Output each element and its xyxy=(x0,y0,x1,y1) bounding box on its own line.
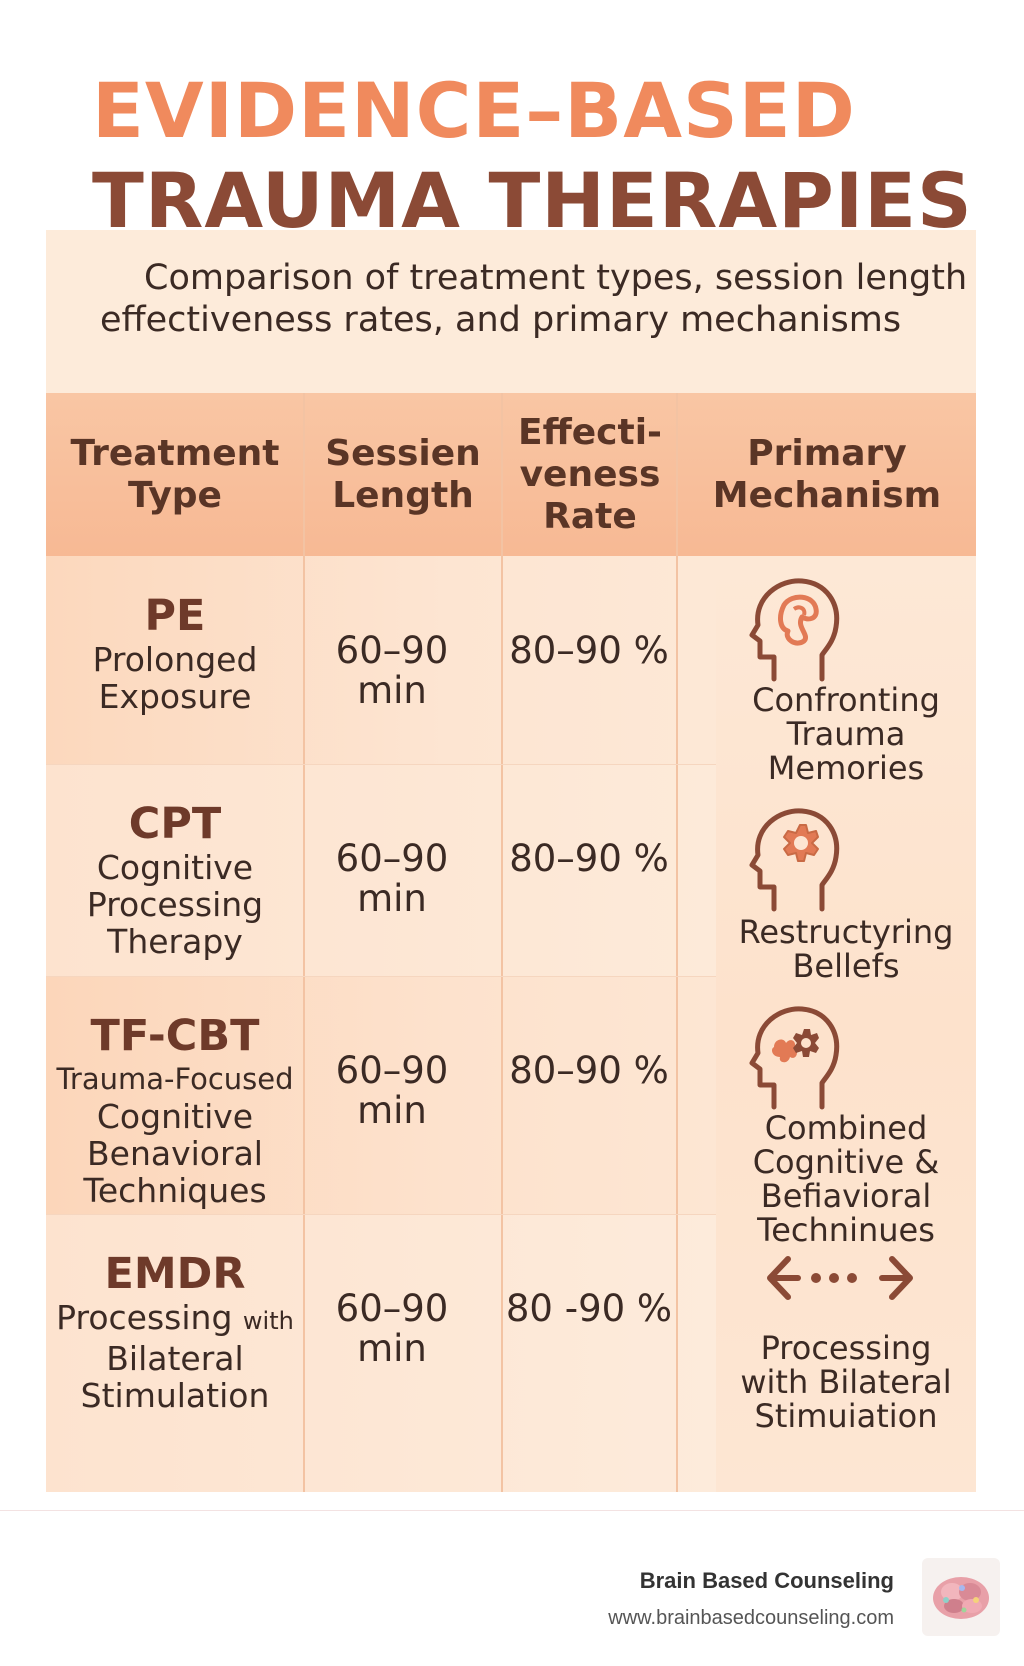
treatment-name-line: Cognitive xyxy=(96,1097,254,1136)
rate-value: 80–90 % xyxy=(509,837,669,880)
session-unit: min xyxy=(357,1089,427,1132)
session-unit: min xyxy=(357,1327,427,1370)
header-treatment-type: Treatment Type xyxy=(46,393,304,556)
title-line-1: EVIDENCE–BASED xyxy=(92,66,856,155)
brand-name[interactable]: Brain Based Counseling xyxy=(639,1568,894,1593)
treatment-name-line: Benavioral xyxy=(87,1134,263,1173)
subtitle: Comparison of treatment types, session l… xyxy=(46,230,976,393)
brain-logo-icon xyxy=(922,1558,1000,1636)
mechanism-label-line: Cognitive & xyxy=(752,1143,940,1181)
mechanism-label-cpt: Restructyring Bellefs xyxy=(716,915,976,983)
row-bg-emdr xyxy=(46,1214,716,1492)
row-bg-tfcbt xyxy=(46,976,716,1214)
mechanism-label-line: Combined xyxy=(764,1109,928,1147)
header-treatment-line-1: Treatment xyxy=(70,432,280,474)
header-effectiveness-line-3: Rate xyxy=(543,495,637,537)
title-line-2: TRAUMA THERAPIES xyxy=(92,156,973,245)
treatment-name-word: Processing xyxy=(56,1298,233,1337)
treatment-name-line: Trauma-Focused xyxy=(56,1062,294,1096)
treatment-name-small-word: with xyxy=(242,1307,294,1335)
head-puzzle-gear-icon xyxy=(749,1006,840,1110)
header-session-line-1: Sessien xyxy=(325,432,481,474)
session-unit: min xyxy=(357,877,427,920)
treatment-cell-pe: PE Prolonged Exposure xyxy=(46,591,304,715)
mechanism-label-line: Bellefs xyxy=(792,947,900,985)
subtitle-line-1: Comparison of treatment types, session l… xyxy=(144,258,968,298)
header-treatment-line-2: Type xyxy=(128,474,222,516)
column-divider-2 xyxy=(501,393,503,1492)
session-value: 60–90 xyxy=(335,837,449,880)
rate-cell-cpt: 80–90 % xyxy=(494,839,684,879)
session-cell-tfcbt: 60–90 min xyxy=(304,1051,480,1131)
mechanism-label-line: Processing xyxy=(760,1329,932,1367)
mechanism-label-tfcbt: Combined Cognitive & Befiavioral Technin… xyxy=(716,1111,976,1247)
comparison-card: Comparison of treatment types, session l… xyxy=(46,230,976,1492)
row-divider-1 xyxy=(46,764,716,765)
row-bg-cpt xyxy=(46,764,716,976)
rate-value: 80–90 % xyxy=(509,629,669,672)
brand-url[interactable]: www.brainbasedcounseling.com xyxy=(608,1607,894,1629)
header-primary-mechanism: Primary Mechanism xyxy=(678,393,976,556)
treatment-abbr: CPT xyxy=(128,799,222,849)
mechanism-label-line: Trauma xyxy=(786,715,906,753)
header-session-line-2: Length xyxy=(332,474,474,516)
mechanism-label-line: with Bilateral xyxy=(740,1363,952,1401)
treatment-name-line: Stimulation xyxy=(80,1376,270,1415)
session-cell-pe: 60–90 min xyxy=(304,631,480,711)
head-brain-icon xyxy=(749,578,840,682)
comparison-table: Treatment Type Sessien Length Effecti- v… xyxy=(46,393,976,1492)
column-divider-3 xyxy=(676,393,678,1492)
session-value: 60–90 xyxy=(335,629,449,672)
header-session-length: Sessien Length xyxy=(304,393,502,556)
treatment-name-line: Techniques xyxy=(83,1171,267,1210)
session-cell-emdr: 60–90 min xyxy=(304,1289,480,1369)
mechanism-column-bg xyxy=(716,556,976,1492)
treatment-name-line: Bilateral xyxy=(106,1339,244,1378)
mechanism-label-line: Memories xyxy=(767,749,925,787)
subtitle-line-2: effectiveness rates, and primary mechani… xyxy=(100,300,902,340)
treatment-name-line: Processing with xyxy=(46,1299,304,1340)
treatment-abbr: TF-CBT xyxy=(90,1011,260,1061)
mechanism-label-line: Befiavioral xyxy=(760,1177,932,1215)
brain-logo-graphic xyxy=(933,1577,989,1619)
row-divider-3 xyxy=(46,1214,716,1215)
rate-cell-tfcbt: 80–90 % xyxy=(494,1051,684,1091)
header-mechanism-line-1: Primary xyxy=(747,432,907,474)
treatment-cell-tfcbt: TF-CBT Trauma-Focused Cognitive Benavior… xyxy=(46,1011,304,1209)
session-unit: min xyxy=(357,669,427,712)
mechanism-label-line: Confronting xyxy=(752,681,940,719)
treatment-name-line: Therapy xyxy=(107,922,243,961)
treatment-abbr: EMDR xyxy=(104,1249,246,1299)
header-effectiveness-line-2: veness xyxy=(519,453,661,495)
session-value: 60–90 xyxy=(335,1049,449,1092)
treatment-name-line: Prolonged xyxy=(92,640,258,679)
rate-value: 80 -90 % xyxy=(505,1287,673,1330)
mechanism-label-line: Restructyring xyxy=(738,913,954,951)
treatment-cell-cpt: CPT Cognitive Processing Therapy xyxy=(46,799,304,960)
column-divider-1 xyxy=(303,393,305,1492)
head-gear-icon xyxy=(749,808,840,912)
rate-cell-pe: 80–90 % xyxy=(494,631,684,671)
header-mechanism-line-2: Mechanism xyxy=(712,474,942,516)
session-cell-cpt: 60–90 min xyxy=(304,839,480,919)
mechanism-label-pe: Confronting Trauma Memories xyxy=(716,683,976,785)
mechanism-label-line: Techninues xyxy=(757,1211,935,1249)
session-value: 60–90 xyxy=(335,1287,449,1330)
bilateral-arrows-icon xyxy=(767,1256,913,1300)
header-effectiveness-rate: Effecti- veness Rate xyxy=(502,393,678,556)
treatment-name-line: Cognitive xyxy=(96,848,254,887)
treatment-cell-emdr: EMDR Processing with Bilateral Stimulati… xyxy=(46,1249,304,1414)
row-bg-pe xyxy=(46,556,716,764)
treatment-abbr: PE xyxy=(144,591,206,641)
row-divider-2 xyxy=(46,976,716,977)
mechanism-label-emdr: Processing with Bilateral Stimuiation xyxy=(716,1331,976,1433)
rate-value: 80–90 % xyxy=(509,1049,669,1092)
treatment-name-line: Exposure xyxy=(98,677,252,716)
header-effectiveness-line-1: Effecti- xyxy=(518,411,662,453)
rate-cell-emdr: 80 -90 % xyxy=(494,1289,684,1329)
treatment-name-line: Processing xyxy=(86,885,264,924)
mechanism-label-line: Stimuiation xyxy=(754,1397,938,1435)
footer-divider xyxy=(0,1510,1024,1511)
